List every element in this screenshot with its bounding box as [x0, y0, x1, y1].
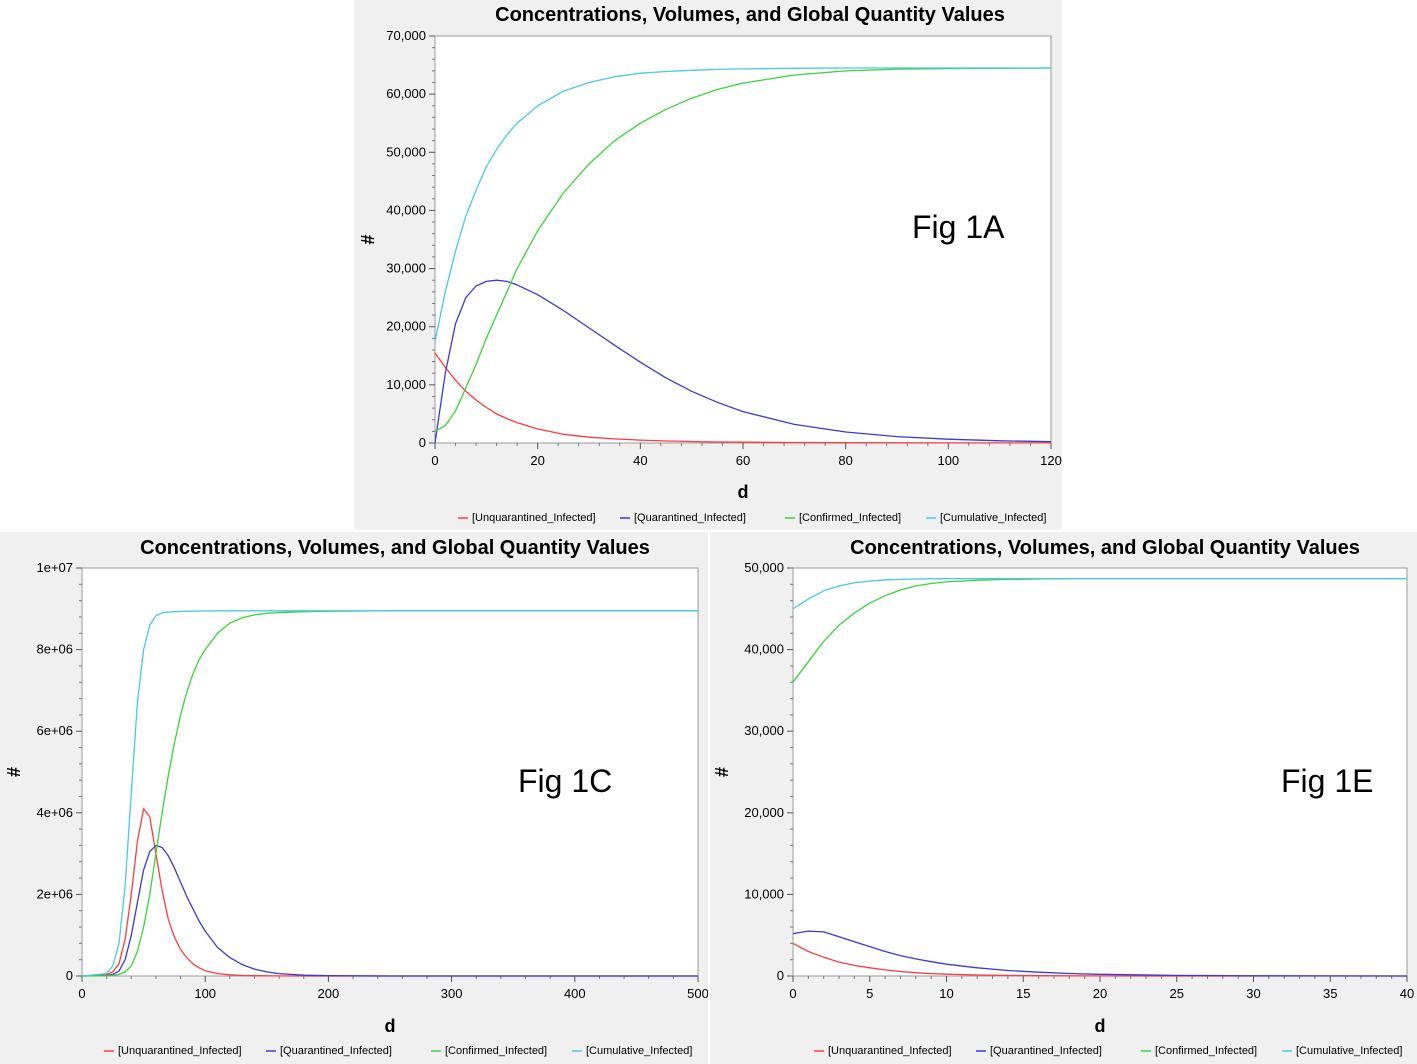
- x-tick-label: 25: [1170, 986, 1184, 1001]
- x-tick-label: 400: [564, 986, 586, 1001]
- chart-panel-1a: Concentrations, Volumes, and Global Quan…: [354, 0, 1062, 530]
- plot-area: [434, 35, 1052, 444]
- chart-1e: Concentrations, Volumes, and Global Quan…: [712, 537, 1414, 1057]
- y-tick-label: 2e+06: [36, 886, 73, 901]
- plot-area: [792, 567, 1408, 977]
- x-tick-label: 20: [530, 453, 544, 468]
- x-tick-label: 40: [633, 453, 647, 468]
- series-line: [792, 577, 1407, 610]
- chart-title: Concentrations, Volumes, and Global Quan…: [495, 4, 1005, 26]
- figure-annotation: Fig 1A: [912, 209, 1005, 245]
- figure-annotation: Fig 1C: [518, 763, 612, 799]
- y-tick-label: 60,000: [386, 86, 426, 101]
- chart-title: Concentrations, Volumes, and Global Quan…: [850, 537, 1360, 559]
- legend-label: [Confirmed_Infected]: [799, 512, 901, 524]
- legend-label: [Unquarantined_Infected]: [118, 1045, 242, 1057]
- legend-label: [Confirmed_Infected]: [1155, 1045, 1257, 1057]
- y-tick-label: 0: [66, 968, 73, 983]
- series-line: [81, 844, 698, 977]
- y-tick-label: 50,000: [744, 560, 784, 575]
- legend-label: [Quarantined_Infected]: [280, 1045, 392, 1057]
- chart-title: Concentrations, Volumes, and Global Quan…: [140, 537, 650, 559]
- x-tick-label: 0: [431, 453, 438, 468]
- x-tick-label: 200: [318, 986, 340, 1001]
- legend-label: [Cumulative_Infected]: [1296, 1045, 1402, 1057]
- x-axis-label: d: [1095, 1016, 1106, 1036]
- x-axis-label: d: [385, 1016, 396, 1036]
- x-tick-label: 100: [194, 986, 216, 1001]
- legend-label: [Confirmed_Infected]: [445, 1045, 547, 1057]
- series-line: [434, 279, 1052, 444]
- series-line: [792, 930, 1408, 977]
- x-tick-label: 80: [838, 453, 852, 468]
- x-tick-label: 30: [1246, 986, 1260, 1001]
- legend-label: [Cumulative_Infected]: [940, 512, 1046, 524]
- y-tick-label: 40,000: [744, 642, 784, 657]
- legend-label: [Cumulative_Infected]: [586, 1045, 692, 1057]
- x-tick-label: 40: [1400, 986, 1414, 1001]
- y-tick-label: 8e+06: [36, 642, 73, 657]
- y-axis-label: #: [4, 767, 24, 777]
- plot-area: [81, 567, 699, 977]
- x-axis-label: d: [738, 482, 749, 502]
- chart-panel-1e: Concentrations, Volumes, and Global Quan…: [710, 532, 1417, 1064]
- x-tick-label: 35: [1323, 986, 1337, 1001]
- x-tick-label: 5: [866, 986, 873, 1001]
- legend-label: [Unquarantined_Infected]: [828, 1045, 952, 1057]
- y-tick-label: 4e+06: [36, 805, 73, 820]
- y-axis-label: #: [712, 767, 732, 777]
- y-tick-label: 10,000: [386, 377, 426, 392]
- series-line: [81, 808, 698, 977]
- chart-1a: Concentrations, Volumes, and Global Quan…: [358, 4, 1062, 524]
- y-tick-label: 40,000: [386, 202, 426, 217]
- y-tick-label: 0: [419, 435, 426, 450]
- chart-1c: Concentrations, Volumes, and Global Quan…: [4, 537, 708, 1057]
- series-line: [434, 67, 1052, 432]
- series-line: [434, 67, 1051, 342]
- x-tick-label: 60: [736, 453, 750, 468]
- y-tick-label: 50,000: [386, 144, 426, 159]
- chart-panel-1c: Concentrations, Volumes, and Global Quan…: [0, 532, 708, 1064]
- y-tick-label: 30,000: [744, 723, 784, 738]
- y-tick-label: 1e+07: [36, 560, 73, 575]
- legend-label: [Unquarantined_Infected]: [472, 512, 596, 524]
- legend-label: [Quarantined_Infected]: [990, 1045, 1102, 1057]
- x-tick-label: 100: [937, 453, 959, 468]
- y-tick-label: 20,000: [744, 805, 784, 820]
- y-tick-label: 10,000: [744, 886, 784, 901]
- y-tick-label: 30,000: [386, 261, 426, 276]
- x-tick-label: 300: [441, 986, 463, 1001]
- y-axis-label: #: [358, 234, 378, 244]
- series-line: [81, 610, 698, 977]
- x-tick-label: 15: [1016, 986, 1030, 1001]
- x-tick-label: 20: [1093, 986, 1107, 1001]
- x-tick-label: 0: [789, 986, 796, 1001]
- y-tick-label: 70,000: [386, 28, 426, 43]
- series-line: [434, 352, 1051, 444]
- y-tick-label: 20,000: [386, 319, 426, 334]
- x-tick-label: 500: [687, 986, 708, 1001]
- x-tick-label: 10: [939, 986, 953, 1001]
- series-line: [792, 942, 1407, 977]
- figure-annotation: Fig 1E: [1281, 763, 1373, 799]
- series-line: [81, 610, 698, 977]
- x-tick-label: 0: [78, 986, 85, 1001]
- legend-label: [Quarantined_Infected]: [634, 512, 746, 524]
- y-tick-label: 0: [777, 968, 784, 983]
- x-tick-label: 120: [1040, 453, 1062, 468]
- y-tick-label: 6e+06: [36, 723, 73, 738]
